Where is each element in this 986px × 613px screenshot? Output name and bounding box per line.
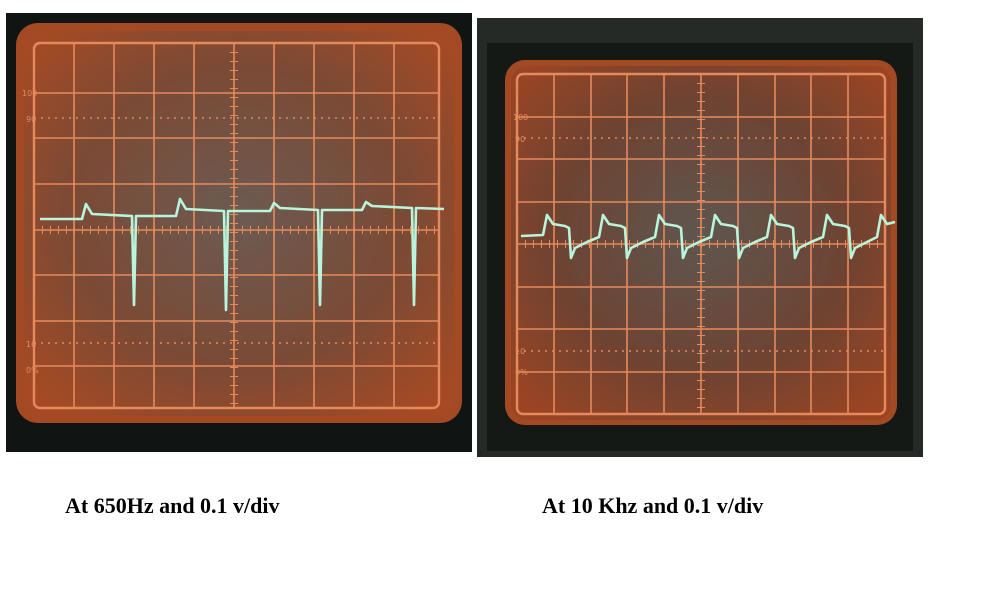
- caption-10khz: At 10 Khz and 0.1 v/div: [542, 493, 764, 518]
- label-90-right: 90: [515, 135, 525, 144]
- label-90-left: 90: [26, 115, 36, 124]
- oscilloscope-screen-right: 100 90 10 0%: [477, 18, 923, 457]
- waveform-trace-left: [40, 197, 445, 312]
- label-0-left: 0%: [26, 366, 39, 375]
- oscilloscope-photo-650hz: 100 90 10 0%: [6, 13, 472, 452]
- label-100-left: 100: [22, 89, 37, 98]
- label-100-right: 100: [513, 113, 528, 122]
- oscilloscope-photo-10khz: 100 90 10 0%: [477, 18, 923, 457]
- center-ticks-right: [517, 74, 885, 414]
- caption-650hz: At 650Hz and 0.1 v/div: [65, 493, 280, 518]
- reference-lines-left: [34, 117, 439, 344]
- label-10-right: 10: [515, 347, 525, 356]
- waveform-trace-right: [520, 213, 896, 260]
- oscilloscope-screen-left: 100 90 10 0%: [6, 13, 472, 452]
- label-0-right: 0%: [515, 368, 528, 377]
- label-10-left: 10: [26, 340, 36, 349]
